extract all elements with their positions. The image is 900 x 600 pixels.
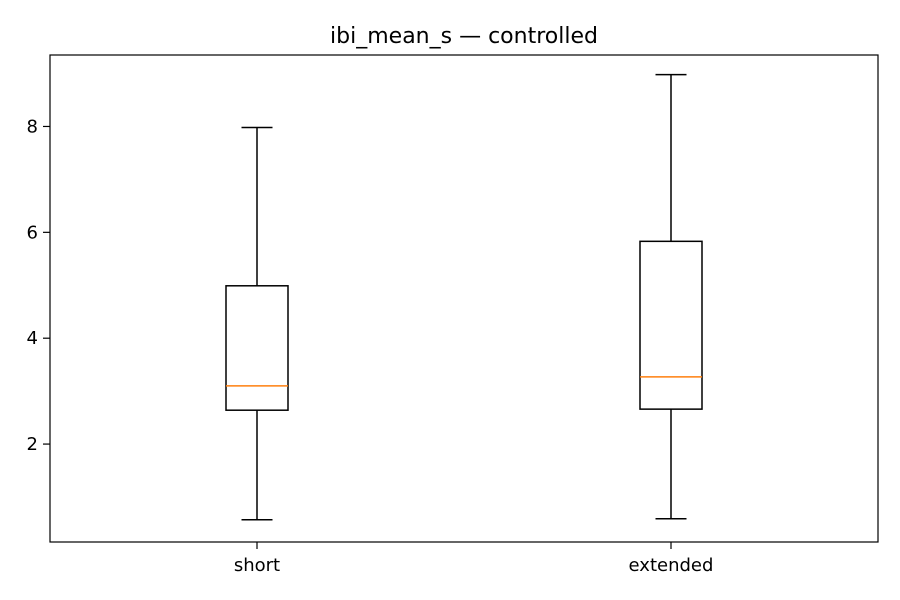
chart-title: ibi_mean_s — controlled	[330, 24, 598, 49]
iqr-box	[639, 240, 703, 410]
plot-area-frame	[49, 54, 879, 543]
x-tick-label: short	[234, 555, 280, 576]
y-tick-label: 4	[27, 328, 38, 349]
box-extended	[639, 73, 703, 520]
box-short	[225, 126, 289, 521]
iqr-box	[225, 285, 289, 411]
y-tick-label: 8	[27, 116, 38, 137]
box-series	[225, 73, 703, 521]
y-tick-label: 2	[27, 434, 38, 455]
x-tick-label: extended	[629, 555, 714, 576]
x-axis: short extended	[234, 542, 714, 576]
y-axis: 2 4 6 8	[27, 116, 50, 455]
y-tick-label: 6	[27, 222, 38, 243]
